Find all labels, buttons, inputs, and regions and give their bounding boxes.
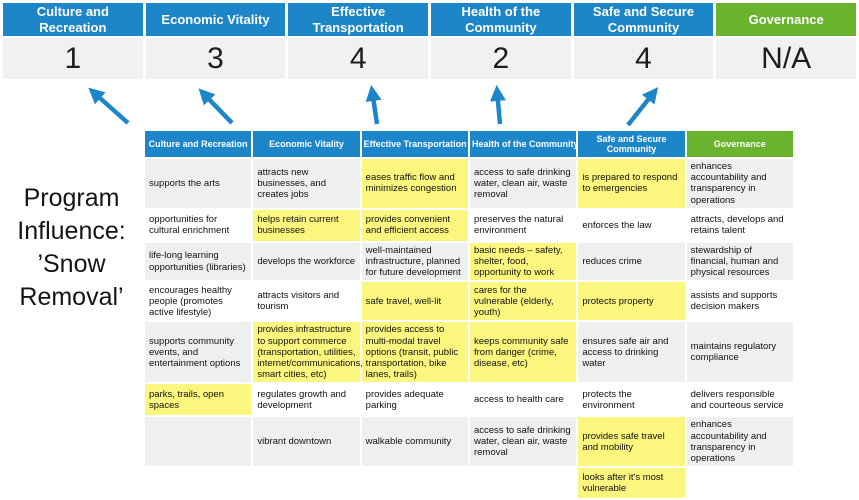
matrix-cell-highlighted: eases traffic flow and minimizes congest… [361,159,468,208]
program-influence-line2: ’Snow Removal’ [19,250,124,311]
program-influence-line1: Program Influence: [17,184,126,245]
matrix-cell: provides adequate parking [361,384,468,416]
matrix-header-culture-and-recreation: Culture and Recreation [145,131,252,157]
matrix-cell: maintains regulatory compliance [686,322,793,383]
matrix-cell-highlighted: protects property [578,282,685,321]
matrix-cell [145,417,252,467]
arrow-health [489,85,506,125]
banner-header-effective-transportation: Effective Transportation [288,3,428,36]
matrix-cell: access to safe drinking water, clean air… [469,417,577,467]
matrix-cell [686,468,793,499]
matrix-cell: assists and supports decision makers [686,282,793,321]
matrix-cell: enhances accountability and transparency… [686,417,793,467]
matrix-cell: reduces crime [578,242,685,281]
arrow-economic [198,88,234,125]
matrix-cell: attracts visitors and tourism [253,282,360,321]
matrix-header-governance: Governance [686,131,793,157]
matrix-cell: walkable community [361,417,468,467]
matrix-cell: vibrant downtown [253,417,360,467]
matrix-cell-highlighted: provides access to multi-modal travel op… [361,322,468,383]
matrix-cell-highlighted: provides safe travel and mobility [578,417,685,467]
matrix-cell: life-long learning opportunities (librar… [145,242,252,281]
matrix-cell: ensures safe air and access to drinking … [578,322,685,383]
matrix-cell: opportunities for cultural enrichment [145,209,252,241]
arrow-culture [88,87,130,125]
matrix-cell-highlighted: looks after it's most vulnerable [578,468,685,499]
matrix-header-effective-transportation: Effective Transportation [361,131,468,157]
banner-score-health-of-the-community: 2 [431,38,571,79]
matrix-cell: well-maintained infrastructure, planned … [361,242,468,281]
matrix-cell-highlighted: parks, trails, open spaces [145,384,252,416]
matrix-header-safe-and-secure-community: Safe and Secure Community [578,131,685,157]
matrix-cell [469,468,577,499]
banner-score-economic-vitality: 3 [145,38,286,79]
matrix-header-row: Culture and Recreation Economic Vitality E… [145,131,793,157]
matrix-cell: develops the workforce [253,242,360,281]
banner-score-effective-transportation: 4 [288,38,428,79]
matrix-cell: attracts new businesses, and creates job… [253,159,360,208]
arrow-transportation [365,85,382,125]
matrix-cell: supports the arts [145,159,252,208]
matrix-row: supports the arts attracts new businesses… [145,159,793,208]
matrix-cell [361,468,468,499]
matrix-cell: enhances accountability and transparency… [686,159,793,208]
influence-arrows [88,85,659,127]
banner-header-governance: Governance [716,3,856,36]
banner-header-health-of-the-community: Health of the Community [431,3,571,36]
matrix-row: vibrant downtown walkable community access… [145,417,793,467]
matrix-cell: access to health care [469,384,577,416]
program-influence-label: Program Influence: ’Snow Removal’ [0,182,143,314]
matrix-header-health-of-the-community: Health of the Community [469,131,577,157]
matrix-header-economic-vitality: Economic Vitality [253,131,360,157]
banner-header-safe-and-secure-community: Safe and Secure Community [573,3,714,36]
matrix-cell-highlighted: keeps community safe from danger (crime,… [469,322,577,383]
matrix-cell: delivers responsible and courteous servi… [686,384,793,416]
matrix-cell [253,468,360,499]
matrix-row: opportunities for cultural enrichment hel… [145,209,793,241]
matrix-cell-highlighted: is prepared to respond to emergencies [578,159,685,208]
matrix-cell: access to safe drinking water, clean air… [469,159,577,208]
banner-header-economic-vitality: Economic Vitality [145,3,286,36]
matrix-cell: attracts, develops and retains talent [686,209,793,241]
matrix-cell: regulates growth and development [253,384,360,416]
matrix-cell-highlighted: helps retain current businesses [253,209,360,241]
matrix-cell: stewardship of financial, human and phys… [686,242,793,281]
matrix-cell-highlighted: provides infrastructure to support comme… [253,322,363,383]
banner-header-culture-and-recreation: Culture and Recreation [3,3,143,36]
banner-score-governance: N/A [716,38,856,79]
matrix-row: supports community events, and entertain… [145,322,793,383]
matrix-row: encourages healthy people (promotes acti… [145,282,793,321]
matrix-row: parks, trails, open spaces regulates grow… [145,384,793,416]
matrix-cell [145,468,252,499]
matrix-cell: protects the environment [578,384,685,416]
matrix-cell: supports community events, and entertain… [145,322,252,383]
matrix-cell: preserves the natural environment [469,209,577,241]
matrix-cell: encourages healthy people (promotes acti… [145,282,252,321]
matrix-cell: enforces the law [578,209,685,241]
matrix-cell-highlighted: provides convenient and efficient access [361,209,468,241]
matrix-cell-highlighted: cares for the vulnerable (elderly, youth… [469,282,577,321]
priority-score-banner: Culture and Recreation Economic Vitality E… [3,3,856,79]
banner-score-safe-and-secure-community: 4 [573,38,714,79]
arrow-safe [626,87,659,127]
matrix-row: looks after it's most vulnerable [145,468,793,499]
matrix-cell-highlighted: basic needs – safety, shelter, food, opp… [469,242,577,281]
matrix-row: life-long learning opportunities (librar… [145,242,793,281]
influence-matrix: Culture and Recreation Economic Vitality E… [143,129,795,500]
banner-score-culture-and-recreation: 1 [3,38,143,79]
matrix-cell-highlighted: safe travel, well-lit [361,282,468,321]
